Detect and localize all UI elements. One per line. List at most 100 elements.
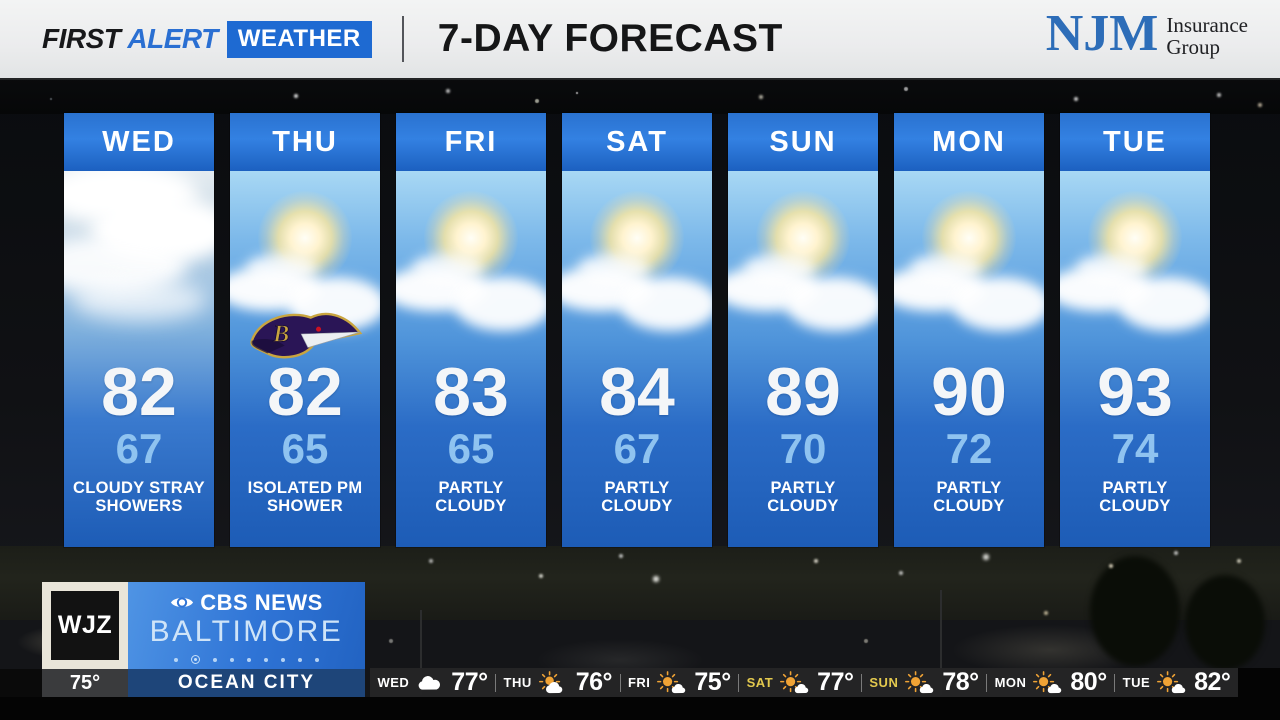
ticker-day-label: THU [503,675,532,690]
temps-block: 90 72 PARTLY CLOUDY [894,354,1044,547]
condition-label: PARTLY CLOUDY [767,479,839,516]
cloud-icon [1118,277,1210,331]
cbs-news-wordmark: CBS NEWS [170,590,323,616]
forecast-card-wed: WED 82 67 CLOUDY STRAY SHOWERS [64,113,214,547]
pager-dot [298,657,302,662]
sun-cloud-icon [779,671,811,694]
condition-label: PARTLY CLOUDY [1099,479,1171,516]
forecast-card-sat: SAT 84 67 PARTLY CLOUDY [562,113,712,547]
sky-graphic: 93 74 PARTLY CLOUDY [1060,171,1210,547]
sun-behind-cloud-icon [538,671,570,694]
condition-label: PARTLY CLOUDY [601,479,673,516]
ticker-item-thu: THU 76° [504,668,613,697]
high-temp: 90 [931,354,1007,431]
condition-label: PARTLY CLOUDY [933,479,1005,516]
condition-label: ISOLATED PM SHOWER [247,479,363,516]
ticker-divider [986,673,988,692]
ticker-day-label: WED [377,675,410,690]
sky-graphic: 83 65 PARTLY CLOUDY [396,171,546,547]
ticker-day-label: FRI [627,675,651,690]
pager-dot [174,657,178,662]
day-label: MON [894,113,1044,171]
cbs-news-text: CBS NEWS [200,590,323,616]
first-alert-weather-logo: FIRST ALERT WEATHER [42,20,372,58]
cloud-icon [578,253,650,283]
low-temp: 67 [613,425,661,472]
ticker-temp: 82° [1194,668,1231,696]
ticker-divider [495,673,497,692]
pager-dot [230,657,234,662]
condition-label: PARTLY CLOUDY [435,479,507,516]
forecast-grid: WED 82 67 CLOUDY STRAY SHOWERS THU B 82 65 ISO… [64,113,1214,547]
location-bar: OCEAN CITY [128,669,365,697]
cloud-icon [744,253,816,283]
ticker-divider [738,673,740,692]
cbs-news-baltimore-banner: CBS NEWS BALTIMORE [128,582,365,669]
sky-graphic: 89 70 PARTLY CLOUDY [728,171,878,547]
day-label: FRI [396,113,546,171]
day-label: THU [230,113,380,171]
cloud-icon [786,277,878,331]
temps-block: 82 65 ISOLATED PM SHOWER [230,354,380,547]
ticker-divider [619,673,621,692]
ticker-item-mon: MON 80° [995,668,1108,697]
condition-label: CLOUDY STRAY SHOWERS [73,479,205,516]
sky-graphic: 90 72 PARTLY CLOUDY [894,171,1044,547]
bridge-silhouette [0,78,1280,114]
temps-block: 84 67 PARTLY CLOUDY [562,354,712,547]
forecast-card-sun: SUN 89 70 PARTLY CLOUDY [728,113,878,547]
brand-weather-badge: WEATHER [226,20,372,58]
ticker-day-label: SUN [869,675,899,690]
market-name: BALTIMORE [149,615,344,649]
sun-cloud-icon [904,671,936,694]
njm-subtext: Insurance Group [1166,10,1248,58]
ticker-item-fri: FRI 75° [628,668,731,697]
letterbox-left [0,669,42,697]
ticker-temp: 77° [451,668,488,696]
temps-block: 82 67 CLOUDY STRAY SHOWERS [64,354,214,547]
light-pole [420,610,422,695]
letterbox-right [1238,668,1280,697]
high-temp: 93 [1097,354,1173,431]
low-temp: 72 [945,425,993,472]
forecast-card-thu: THU B 82 65 ISOLATED PM SHOWER [230,113,380,547]
forecast-card-tue: TUE 93 74 PARTLY CLOUDY [1060,113,1210,547]
ticker-item-sat: SAT 77° [747,668,854,697]
ticker-temp: 78° [942,668,979,696]
current-temp-readout: 75° [42,669,128,697]
njm-insurance-logo: NJM Insurance Group [1046,8,1248,60]
ticker-divider [1114,673,1116,692]
cbs-eye-icon [170,590,194,616]
high-temp: 84 [599,354,675,431]
cloud-icon [910,253,982,283]
cloud-icon [412,253,484,283]
cloud-icon [454,277,546,331]
high-temp: 82 [101,354,177,431]
temp-ticker: WED 77° THU 76° FRI 75° SAT 77° SUN 78° MON 8… [370,668,1238,697]
day-label: TUE [1060,113,1210,171]
ticker-item-sun: SUN 78° [869,668,979,697]
header-divider [401,16,404,62]
tree-silhouette [1185,575,1265,670]
day-label: WED [64,113,214,171]
njm-sub-line1: Insurance [1166,12,1248,37]
sun-cloud-icon [656,671,688,694]
low-temp: 70 [779,425,827,472]
sun-cloud-icon [1156,671,1188,694]
ticker-temp: 80° [1070,668,1107,696]
high-temp: 83 [433,354,509,431]
ticker-divider [860,673,862,692]
high-temp: 82 [267,354,343,431]
ticker-temp: 76° [575,668,613,696]
pager-dot [264,657,268,662]
wjz-call-letters: WJZ [51,591,119,660]
low-temp: 65 [281,425,329,472]
day-label: SUN [728,113,878,171]
njm-sub-line2: Group [1166,35,1221,59]
brand-first: FIRST [42,23,121,54]
pager-dot [247,657,251,662]
ticker-item-wed: WED 77° [377,668,488,697]
forecast-card-mon: MON 90 72 PARTLY CLOUDY [894,113,1044,547]
cloud-icon [72,279,207,321]
